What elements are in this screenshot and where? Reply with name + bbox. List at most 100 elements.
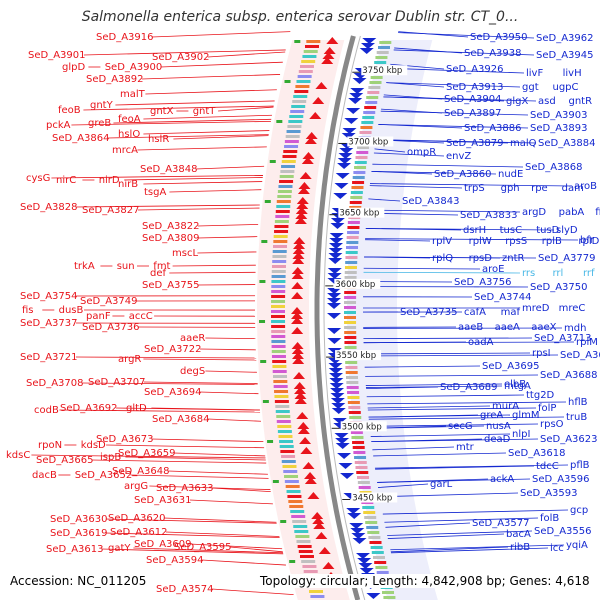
forward-label-connector: [137, 207, 260, 211]
gene-label-ggt: ggt: [522, 82, 539, 93]
gene-label-SeD_A3903: SeD_A3903: [530, 110, 588, 121]
cog-category-bar: [271, 345, 286, 348]
gene-label-gntT: gntT: [193, 106, 217, 117]
gene-label-hslR: hslR: [148, 134, 169, 145]
reverse-label-connector: [367, 209, 521, 213]
gene-label-rplQ: rplQ: [432, 253, 453, 264]
reverse-gene-arrow: [331, 408, 346, 414]
scale-label: 3550 kbp: [336, 351, 376, 361]
gene-label-ttg2D: ttg2D: [526, 390, 555, 401]
reverse-label-connector: [398, 32, 535, 39]
backbone-layer: [314, 35, 366, 600]
feature-track-layer: [259, 37, 396, 599]
cog-category-bar: [294, 90, 309, 93]
forward-label-connector: [143, 130, 270, 135]
orf-tick: [264, 200, 271, 203]
reverse-label-connector: [384, 517, 539, 523]
cog-category-bar: [356, 151, 369, 154]
cog-category-bar: [349, 201, 362, 204]
cog-category-bar: [357, 146, 370, 149]
gene-label-pflB: pflB: [570, 460, 590, 471]
cog-category-bar: [277, 430, 292, 433]
reverse-label-connector: [367, 405, 491, 409]
cog-category-bar: [353, 451, 366, 454]
gene-label-SeD_A3692: SeD_A3692: [60, 403, 118, 414]
cog-category-bar: [272, 255, 287, 258]
cog-category-bar: [287, 125, 302, 128]
cog-category-bar: [275, 410, 290, 413]
scale-label-bg: [351, 492, 398, 503]
reverse-gene-arrow: [327, 328, 342, 334]
cog-category-bar: [278, 185, 293, 188]
cog-category-bar: [274, 220, 289, 223]
scale-label-bg: [361, 65, 408, 76]
gene-label-folP: folP: [538, 403, 556, 414]
reverse-gene-arrow: [329, 383, 344, 389]
cog-category-bar: [375, 566, 388, 569]
gene-label-mtr: mtr: [456, 442, 475, 453]
forward-gene-arrow: [301, 157, 314, 164]
cog-category-bar: [347, 391, 360, 394]
cog-category-bar: [278, 435, 293, 438]
cog-category-bar: [271, 335, 286, 338]
cog-category-bar: [297, 545, 312, 548]
forward-label-connector: [197, 251, 257, 254]
cog-category-bar: [293, 525, 308, 528]
gene-label-SeD_A3833: SeD_A3833: [460, 210, 518, 221]
cog-category-bar: [364, 516, 377, 519]
forward-gene-arrow: [299, 172, 312, 179]
cog-category-bar: [271, 295, 286, 298]
forward-gene-arrow: [292, 252, 305, 259]
gene-label-SeD_A3713: SeD_A3713: [534, 333, 592, 344]
scale-label-bg: [338, 207, 385, 218]
forward-label-connector: [199, 391, 259, 395]
gene-label-SeD_A3901: SeD_A3901: [28, 50, 86, 61]
cog-category-bar: [298, 550, 313, 553]
reverse-gene-arrow: [350, 88, 365, 94]
reverse-label-connector: [369, 183, 573, 187]
forward-gene-arrow: [291, 327, 304, 334]
cog-category-bar: [344, 266, 357, 269]
gene-label-mrcA: mrcA: [112, 145, 138, 156]
gene-label-fic: fic: [595, 207, 600, 218]
forward-gene-arrow: [291, 342, 304, 349]
reverse-label-connector: [380, 110, 529, 116]
gene-label-SeD_A3962: SeD_A3962: [536, 33, 594, 44]
reverse-gene-arrow: [331, 403, 346, 409]
gene-label-feoB: feoB: [58, 105, 81, 116]
forward-gene-arrow: [291, 292, 304, 299]
gene-label-cafA: cafA: [464, 307, 486, 318]
gene-label-SeD_A3902: SeD_A3902: [152, 52, 210, 63]
cog-category-bar: [365, 521, 378, 524]
gene-label-accC: accC: [129, 311, 153, 322]
gene-label-SeD_A3721: SeD_A3721: [20, 352, 78, 363]
gene-label-mtgA: mtgA: [504, 381, 531, 392]
gene-label-SeD_A3736: SeD_A3736: [82, 322, 140, 333]
cog-category-bar: [344, 271, 357, 274]
gene-label-SeD_A3843: SeD_A3843: [402, 196, 460, 207]
forward-label-connector: [149, 485, 271, 490]
forward-label-connector: [160, 61, 283, 68]
gene-label-SeD_A3593: SeD_A3593: [520, 488, 578, 499]
reverse-gene-arrow: [330, 398, 345, 404]
scale-label: 3650 kbp: [339, 209, 379, 219]
gene-label-gntR: gntR: [569, 96, 593, 107]
cog-category-bar: [345, 366, 358, 369]
forward-label-connector: [169, 189, 262, 193]
reverse-gene-arrow: [327, 288, 342, 294]
reverse-gene-arrow: [344, 118, 359, 124]
forward-gene-arrow: [321, 57, 334, 64]
forward-label-connector: [169, 271, 256, 274]
reverse-label-connector: [389, 67, 525, 74]
gene-label-SeD_A3665: SeD_A3665: [36, 455, 94, 466]
forward-label-connector: [205, 370, 257, 373]
cog-category-bar: [366, 526, 379, 529]
reverse-label-connector: [375, 465, 535, 470]
gene-label-SeD_A3868: SeD_A3868: [525, 162, 583, 173]
cog-category-bar: [361, 121, 374, 124]
cog-category-bar: [271, 290, 286, 293]
forward-label-connector: [151, 438, 264, 443]
cog-category-bar: [299, 65, 314, 68]
reverse-gene-arrow: [358, 563, 373, 569]
cog-category-bar: [382, 591, 395, 594]
